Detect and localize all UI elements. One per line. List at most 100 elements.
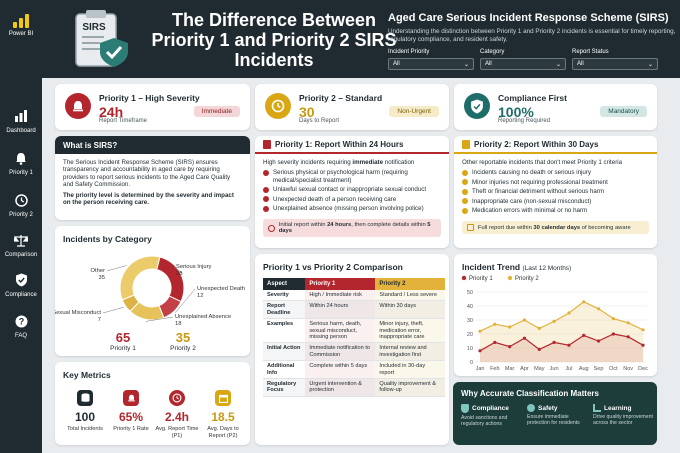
table-cell: Initial Action [263, 342, 306, 362]
why-classification-card: Why Accurate Classification Matters Comp… [453, 382, 657, 445]
bell-icon [13, 150, 29, 166]
series-point[interactable] [567, 311, 571, 315]
clock-icon [13, 192, 29, 208]
table-cell: High / Immediate risk [305, 290, 376, 302]
card-title: Priority 1 vs Priority 2 Comparison [263, 262, 403, 272]
series-area-1 [480, 334, 643, 362]
x-tick-label: Apr [520, 366, 529, 372]
p1-intro: High severity incidents requiring immedi… [263, 159, 415, 166]
clock-icon [268, 224, 275, 232]
table-header: Aspect [263, 278, 306, 290]
card-title: Why Accurate Classification Matters [461, 389, 599, 398]
list-item: Minor injuries not requiring professiona… [462, 179, 649, 186]
pie-leader-line [175, 288, 196, 313]
metric-total-incidents: 100 Total Incidents [63, 390, 107, 433]
table-cell: Internal review and investigation first [375, 342, 445, 362]
priority-2-card: Priority 2: Report Within 30 Days Other … [454, 136, 657, 248]
series-point[interactable] [552, 319, 556, 323]
series-point[interactable] [611, 332, 615, 336]
status-badge: Immediate [193, 106, 240, 117]
table-cell: Additional Info [263, 360, 306, 380]
series-point[interactable] [582, 300, 586, 304]
bar-chart-icon [13, 108, 29, 124]
alarm-icon [123, 390, 139, 406]
y-tick-label: 50 [467, 290, 473, 296]
header-icon-label: SIRS [82, 22, 106, 33]
pie-label: Unexplained Absence [175, 314, 231, 320]
series-point[interactable] [641, 343, 645, 347]
series-point[interactable] [478, 329, 482, 333]
pie-leader-line [106, 265, 127, 272]
series-point[interactable] [493, 322, 497, 326]
card-title-row: Priority 2: Report Within 30 Days [454, 136, 657, 154]
kpi-card-priority-2: Priority 2 – Standard 30 Days to Report … [255, 84, 449, 130]
pie-slice-other[interactable] [119, 255, 161, 301]
series-point[interactable] [611, 317, 615, 321]
series-point[interactable] [537, 347, 541, 351]
y-tick-label: 20 [467, 332, 473, 338]
table-row: Severity High / Immediate risk Standard / … [263, 290, 445, 302]
filter-incident-priority: Incident Priority All ⌄ [388, 49, 474, 70]
sidebar-item-compliance[interactable]: Compliance [0, 272, 42, 298]
list-item: Unexpected death of a person receiving c… [263, 196, 441, 203]
why-safety: Safety Ensure immediate protection for r… [527, 404, 580, 426]
sidebar-item-priority-2[interactable]: Priority 2 [0, 192, 42, 218]
sidebar-item-priority-1[interactable]: Priority 1 [0, 150, 42, 176]
table-cell: Serious harm, death, sexual misconduct, … [305, 318, 376, 344]
page-title: The Difference Between Priority 1 and Pr… [151, 10, 397, 70]
shield-check-icon [461, 404, 469, 413]
y-tick-label: 0 [470, 360, 473, 366]
pie-value-label: 7 [98, 317, 101, 323]
x-tick-label: Jan [476, 366, 485, 372]
series-point[interactable] [596, 307, 601, 311]
kpi-sub: Reporting Required [498, 118, 551, 124]
sidebar-item-comparison[interactable]: Comparison [0, 232, 42, 258]
comparison-table: Aspect Priority 1 Priority 2 Severity Hig… [263, 278, 445, 397]
sidebar: Power BI Dashboard Priority 1 Priority 2… [0, 0, 42, 453]
series-line-priority-1 [479, 333, 644, 352]
x-tick-label: Dec [638, 366, 648, 372]
series-point[interactable] [508, 325, 512, 329]
metric-avg-report-time: 2.4h Avg. Report Time (P1) [155, 390, 199, 439]
series-point[interactable] [641, 328, 645, 332]
status-badge: Mandatory [600, 106, 647, 117]
chevron-down-icon: ⌄ [647, 61, 653, 68]
series-point[interactable] [596, 339, 601, 343]
card-title: What is SIRS? [55, 136, 250, 154]
category-select[interactable]: All ⌄ [480, 58, 566, 70]
y-tick-label: 40 [467, 304, 473, 310]
series-area-2 [480, 301, 643, 362]
list-item: Inappropriate care (non-sexual misconduc… [462, 198, 649, 205]
series-point[interactable] [567, 343, 571, 347]
alarm-icon [65, 93, 91, 119]
series-point[interactable] [508, 345, 512, 349]
scales-icon [13, 232, 29, 248]
series-point[interactable] [522, 336, 527, 340]
series-point[interactable] [537, 326, 541, 330]
sidebar-item-faq[interactable]: ? FAQ [0, 313, 42, 339]
series-point[interactable] [522, 318, 527, 322]
series-point[interactable] [582, 333, 586, 337]
series-line-priority-2 [479, 301, 644, 332]
filter-category: Category All ⌄ [480, 49, 566, 70]
pie-leader-line [145, 316, 174, 322]
table-header: Priority 1 [305, 278, 376, 290]
series-point[interactable] [626, 335, 630, 339]
sidebar-item-dashboard[interactable]: Dashboard [0, 108, 42, 134]
report-status-select[interactable]: All ⌄ [572, 58, 658, 70]
shield-check-icon [13, 272, 29, 288]
card-title: Incidents by Category [63, 234, 152, 244]
metric-priority-1-rate: 65% Priority 1 Rate [109, 390, 153, 433]
page-subtitle: Aged Care Serious Incident Response Sche… [388, 12, 669, 24]
page-description: Understanding the distinction between Pr… [388, 28, 676, 43]
table-cell: Immediate notification to Commission [305, 342, 376, 362]
series-point[interactable] [493, 340, 497, 344]
series-point[interactable] [478, 349, 482, 353]
series-point[interactable] [626, 321, 630, 325]
why-learning: Learning Drive quality improvement acros… [593, 404, 653, 426]
series-point[interactable] [552, 340, 556, 344]
legend-label: Priority 2 [515, 276, 539, 282]
calendar-icon [215, 390, 231, 406]
incident-priority-select[interactable]: All ⌄ [388, 58, 474, 70]
